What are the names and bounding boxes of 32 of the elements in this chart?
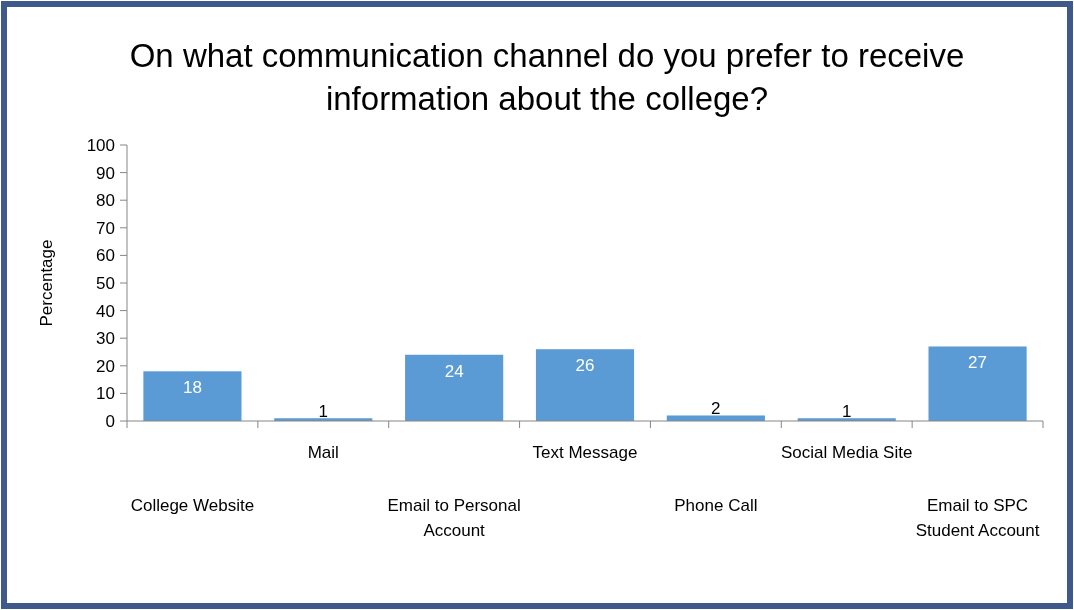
data-label: 27 bbox=[968, 353, 988, 373]
bar bbox=[928, 346, 1027, 421]
data-label: 24 bbox=[444, 361, 464, 381]
x-tick-label: College Website bbox=[130, 496, 255, 515]
x-tick-label: Email to Personal Account bbox=[387, 496, 521, 540]
x-tick-label: Email to SPC Student Account bbox=[915, 496, 1040, 540]
bar bbox=[535, 349, 635, 421]
y-tick-label: 20 bbox=[96, 356, 115, 376]
bar bbox=[143, 371, 242, 421]
x-tick-label: Phone Call bbox=[674, 496, 758, 515]
data-label: 18 bbox=[182, 378, 202, 398]
y-tick-label: 90 bbox=[96, 163, 115, 183]
y-tick-label: 30 bbox=[96, 329, 115, 349]
y-axis-title: Percentage bbox=[37, 239, 56, 327]
data-label: 1 bbox=[318, 402, 329, 422]
data-label: 1 bbox=[841, 402, 852, 422]
y-tick-label: 50 bbox=[96, 274, 115, 293]
data-label: 26 bbox=[575, 356, 595, 376]
x-tick-label: Social Media Site bbox=[781, 443, 913, 462]
data-label: 2 bbox=[711, 399, 721, 419]
y-tick-label: 0 bbox=[105, 412, 115, 431]
bar bbox=[405, 354, 504, 421]
y-tick-label: 10 bbox=[96, 384, 115, 404]
bar bbox=[666, 415, 765, 421]
y-tick-label: 40 bbox=[96, 301, 115, 321]
x-tick-label: Mail bbox=[307, 443, 339, 462]
chart-title: On what communication channel do you prefer to receive information about the college? bbox=[129, 37, 965, 117]
y-tick-label: 100 bbox=[86, 136, 115, 155]
y-tick-label: 60 bbox=[96, 246, 115, 266]
y-tick-label: 70 bbox=[96, 218, 115, 238]
y-tick-label: 80 bbox=[96, 191, 115, 211]
x-tick-label: Text Message bbox=[532, 443, 638, 462]
